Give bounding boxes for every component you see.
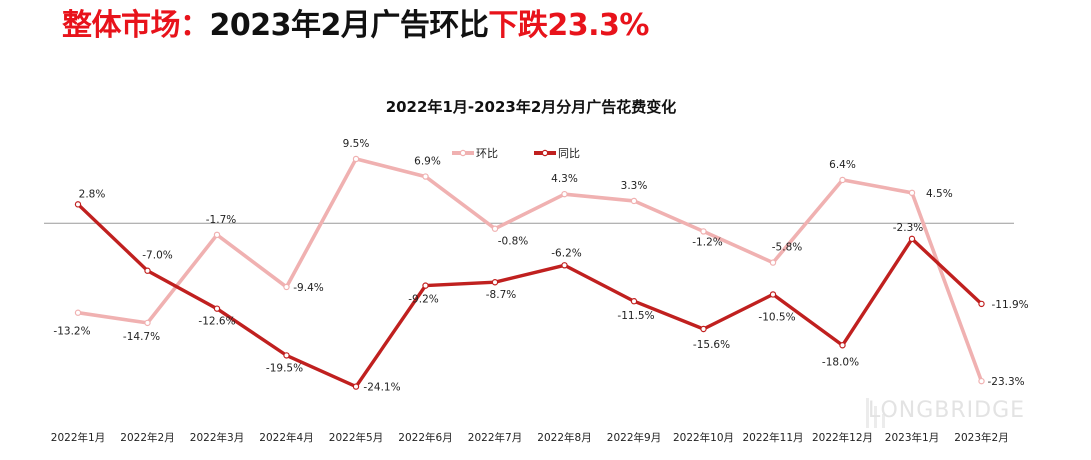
legend-label: 同比	[558, 147, 580, 160]
watermark-text: LONGBRIDGE	[868, 398, 1026, 423]
data-label-mom: -0.8%	[498, 236, 528, 248]
data-point-mom	[74, 309, 82, 316]
x-tick-label: 2022年1月	[51, 431, 105, 444]
data-point-yoy	[352, 383, 360, 390]
data-point-yoy	[908, 235, 916, 243]
headline: 整体市场：2023年2月广告环比下跌23.3%	[62, 6, 649, 46]
data-label-yoy: -18.0%	[822, 356, 859, 368]
headline-main: 2023年2月广告环比	[209, 8, 489, 43]
headline-highlight: 下跌23.3%	[488, 8, 649, 43]
data-label-yoy: -15.6%	[693, 339, 730, 351]
data-label-mom: -5.8%	[772, 242, 802, 254]
data-point-yoy	[700, 325, 707, 333]
x-tick-label: 2022年11月	[742, 431, 803, 444]
data-label-mom: 6.4%	[829, 159, 856, 171]
data-label-yoy: -11.9%	[992, 299, 1029, 311]
data-label-yoy: 2.8%	[79, 188, 106, 200]
data-label-mom: 9.5%	[343, 138, 370, 150]
series-line-mom	[76, 157, 984, 384]
data-label-mom: -23.3%	[988, 376, 1025, 388]
chart-title: 2022年1月-2023年2月分月广告花费变化	[386, 98, 677, 116]
x-tick-label: 2023年2月	[954, 431, 1008, 444]
data-point-mom	[213, 231, 221, 239]
data-point-yoy	[283, 352, 290, 359]
data-point-yoy	[422, 282, 429, 289]
x-tick-label: 2022年12月	[812, 431, 873, 444]
legend-marker	[541, 149, 549, 157]
data-label-yoy: -9.2%	[408, 294, 438, 306]
data-label-mom: -9.4%	[293, 282, 323, 294]
data-point-mom	[839, 176, 846, 184]
x-tick-label: 2022年5月	[329, 431, 383, 444]
data-label-yoy: -11.5%	[617, 310, 654, 322]
data-point-yoy	[978, 300, 985, 308]
data-point-yoy	[144, 267, 151, 274]
data-point-mom	[630, 197, 638, 205]
data-label-mom: 6.9%	[414, 156, 441, 168]
data-point-yoy	[491, 279, 499, 286]
data-label-yoy: -24.1%	[363, 382, 400, 394]
data-label-yoy: -7.0%	[142, 250, 172, 262]
data-label-mom: 4.5%	[926, 188, 953, 200]
data-label-mom: -1.7%	[206, 214, 236, 226]
data-label-mom: -13.2%	[53, 326, 90, 338]
legend-label: 环比	[476, 147, 498, 160]
data-label-mom: 4.3%	[551, 173, 578, 185]
x-axis-ticks: 2022年1月 2022年2月 2022年3月 2022年4月 2022年5月 2022年…	[51, 431, 1009, 444]
data-point-mom	[422, 173, 429, 180]
data-label-yoy: -19.5%	[266, 362, 303, 374]
x-tick-label: 2023年1月	[885, 431, 939, 444]
data-point-mom	[491, 225, 499, 232]
x-tick-label: 2022年3月	[190, 431, 244, 444]
series-layer	[74, 155, 985, 390]
data-point-mom	[769, 259, 777, 266]
data-label-yoy: -8.7%	[486, 289, 516, 301]
data-label-yoy: -2.3%	[893, 222, 923, 234]
series-line-yoy	[76, 202, 984, 389]
x-tick-label: 2022年10月	[673, 431, 734, 444]
data-point-mom	[352, 155, 360, 163]
legend-marker	[459, 149, 467, 157]
data-point-mom	[908, 189, 916, 197]
data-label-yoy: -12.6%	[198, 316, 235, 328]
x-tick-label: 2022年9月	[607, 431, 661, 444]
data-point-yoy	[74, 201, 82, 208]
x-tick-label: 2022年7月	[468, 431, 522, 444]
data-point-yoy	[630, 298, 638, 305]
legend-item-mom: 环比	[452, 147, 498, 160]
data-label-mom: -1.2%	[692, 236, 722, 248]
data-point-mom	[144, 319, 151, 327]
data-label-yoy: -6.2%	[551, 247, 581, 259]
data-point-yoy	[561, 262, 568, 269]
x-tick-label: 2022年6月	[398, 431, 452, 444]
data-point-yoy	[213, 305, 221, 312]
legend-item-yoy: 同比	[534, 147, 580, 160]
data-label-mom: 3.3%	[621, 180, 648, 192]
data-label-yoy: -10.5%	[758, 311, 795, 323]
data-point-yoy	[839, 342, 846, 349]
headline-prefix: 整体市场：	[62, 8, 210, 43]
data-point-mom	[978, 377, 985, 385]
data-point-mom	[561, 190, 568, 198]
data-point-mom	[700, 228, 707, 235]
x-tick-label: 2022年2月	[120, 431, 174, 444]
data-label-mom: -14.7%	[123, 331, 160, 343]
chart-legend: 环比 同比	[452, 147, 580, 160]
data-point-mom	[283, 283, 290, 291]
watermark-logo	[866, 398, 885, 428]
x-tick-label: 2022年4月	[259, 431, 313, 444]
x-tick-label: 2022年8月	[537, 431, 591, 444]
data-label-layer: -13.2% -14.7% -1.7% -9.4% 9.5% 6.9% -0.8% 4.3% 3…	[53, 138, 1028, 394]
data-point-yoy	[769, 291, 777, 298]
